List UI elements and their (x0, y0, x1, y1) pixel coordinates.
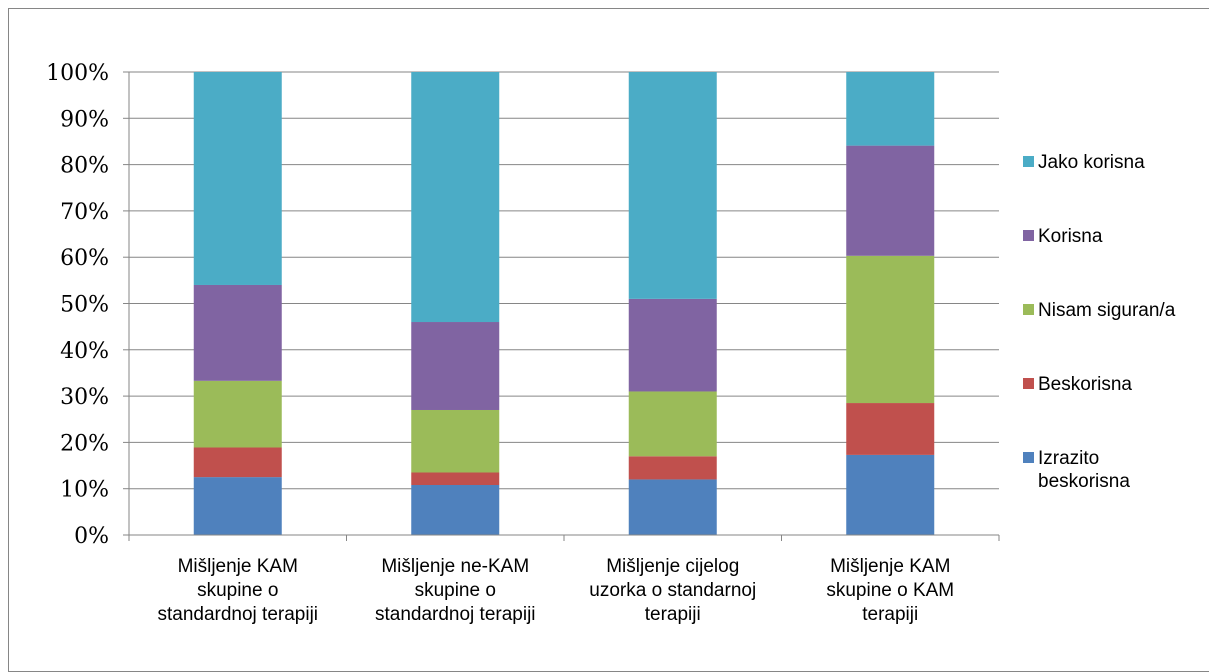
legend-swatch (1023, 230, 1034, 241)
bar-segment (411, 484, 500, 535)
legend-swatch (1023, 304, 1034, 315)
y-tick-label: 30% (60, 385, 109, 410)
x-category-label: Mišljenje cijelog (606, 556, 739, 577)
bar-segment (193, 72, 282, 285)
x-category-label: skupine o (415, 580, 496, 601)
x-category-label: standardnoj terapiji (375, 604, 536, 625)
bar-segment (411, 472, 500, 485)
x-category-label: skupine o (197, 580, 278, 601)
bar-segment (411, 322, 500, 410)
legend-label: Izrazito (1038, 448, 1099, 469)
y-tick-label: 50% (60, 293, 109, 318)
bar-segment (628, 72, 717, 299)
x-category-label: terapiji (645, 604, 701, 625)
y-tick-label: 90% (60, 107, 109, 132)
legend-label: Korisna (1038, 226, 1103, 247)
bar-segment (193, 447, 282, 478)
legend-label: Beskorisna (1038, 374, 1132, 395)
bar-segment (846, 403, 935, 455)
y-tick-label: 80% (60, 154, 109, 179)
bar-segment (846, 454, 935, 535)
y-tick-label: 100% (46, 61, 109, 86)
legend-label: Nisam siguran/a (1038, 300, 1176, 321)
x-category-label: terapiji (862, 604, 918, 625)
y-tick-label: 10% (60, 478, 109, 503)
bar-segment (628, 479, 717, 535)
bar-segment (193, 477, 282, 535)
legend-label: Jako korisna (1038, 152, 1145, 173)
x-category-label: Mišljenje ne-KAM (381, 556, 529, 577)
legend: Jako korisna Korisna Nisam siguran/a Beskor… (1023, 152, 1176, 492)
legend-swatch (1023, 156, 1034, 167)
y-tick-label: 70% (60, 200, 109, 225)
legend-label: beskorisna (1038, 471, 1130, 492)
axes: 0% 10% 20% 30% 40% 50% 60% 70% 80% 90% 100% Mišljen… (46, 61, 1000, 625)
bar-segment (628, 391, 717, 457)
bar-segment (411, 409, 500, 473)
x-category-label: standardnoj terapiji (157, 604, 318, 625)
bar-segment (193, 284, 282, 381)
legend-swatch (1023, 452, 1034, 463)
x-category-label: skupine o KAM (826, 580, 954, 601)
x-category-label: Mišljenje KAM (178, 556, 298, 577)
y-tick-label: 20% (60, 431, 109, 456)
bars (193, 72, 935, 535)
x-category-label: Mišljenje KAM (830, 556, 950, 577)
bar-segment (846, 145, 935, 256)
y-tick-label: 40% (60, 339, 109, 364)
bar-segment (628, 298, 717, 392)
y-tick-label: 0% (74, 524, 109, 549)
bar-segment (846, 255, 935, 404)
legend-swatch (1023, 378, 1034, 389)
bar-segment (628, 456, 717, 480)
y-tick-label: 60% (60, 246, 109, 271)
bar-segment (193, 380, 282, 448)
x-category-label: uzorka o standarnoj (589, 580, 756, 601)
bar-segment (846, 72, 935, 146)
bar-segment (411, 72, 500, 323)
